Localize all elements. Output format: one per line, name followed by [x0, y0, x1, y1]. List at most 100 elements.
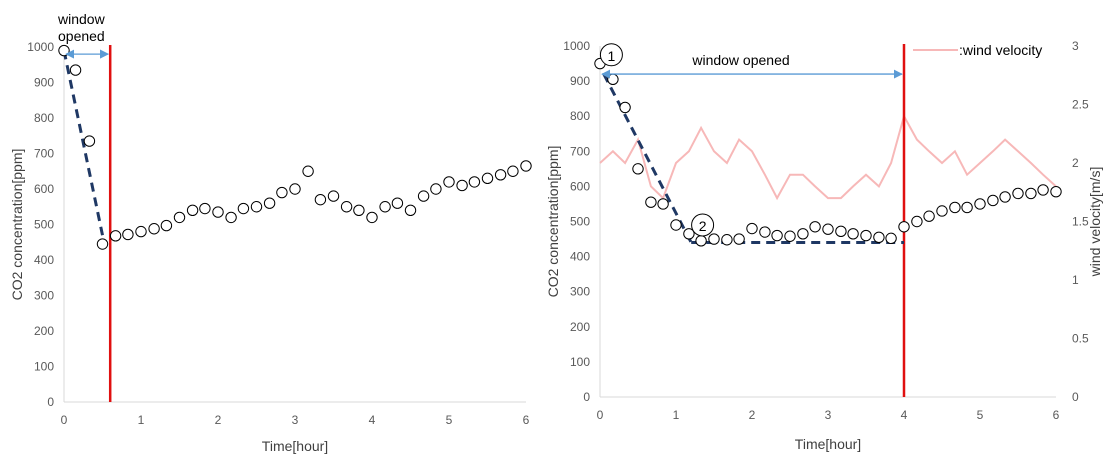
co2-data-point: [443, 176, 455, 188]
co2-data-point: [721, 234, 733, 246]
co2-data-point: [923, 210, 935, 222]
y2-tick-label: 1: [1072, 273, 1079, 287]
x-tick-label: 4: [369, 413, 376, 427]
co2-data-point: [417, 190, 430, 202]
y-tick-label: 300: [570, 285, 590, 299]
co2-data-point: [708, 233, 720, 245]
y-tick-label: 800: [34, 111, 54, 125]
co2-data-point: [670, 219, 682, 231]
x-tick-label: 4: [901, 408, 908, 422]
co2-data-point: [109, 230, 122, 242]
co2-data-point: [507, 165, 519, 177]
y2-tick-label: 0.5: [1072, 332, 1089, 346]
y-tick-label: 400: [34, 253, 54, 267]
step-marker-number: 2: [699, 218, 707, 234]
y-tick-label: 900: [34, 76, 54, 90]
co2-data-point: [430, 183, 442, 195]
co2-data-point: [404, 204, 417, 217]
co2-data-point: [353, 204, 365, 217]
co2-data-point: [999, 191, 1011, 203]
x-axis-title: Time[hour]: [262, 438, 328, 454]
y2-tick-label: 3: [1072, 39, 1079, 53]
y-tick-label: 0: [47, 395, 54, 409]
y2-axis-title: wind velocity[m/s]: [1087, 167, 1103, 278]
co2-data-point: [1037, 184, 1049, 196]
co2-data-point: [949, 201, 961, 214]
co2-data-point: [733, 233, 745, 245]
y-tick-label: 100: [34, 360, 54, 374]
trend-dashed-line: [602, 73, 693, 244]
co2-data-point: [263, 197, 276, 209]
co2-data-point: [173, 211, 186, 224]
co2-data-point: [468, 176, 481, 188]
wind-velocity-line: [599, 113, 1057, 201]
co2-data-point: [212, 206, 224, 218]
co2-data-point: [225, 211, 237, 224]
y-tick-label: 1000: [27, 40, 54, 54]
co2-data-point: [898, 221, 910, 233]
co2-data-point: [199, 202, 211, 215]
window-opened-label: window: [57, 11, 106, 27]
co2-data-point: [619, 101, 631, 114]
y-tick-label: 100: [570, 355, 590, 369]
window-opened-label: opened: [58, 28, 105, 44]
co2-data-point: [1025, 187, 1037, 200]
x-tick-label: 1: [138, 413, 145, 427]
co2-data-point: [695, 235, 707, 247]
co2-data-point: [759, 226, 771, 238]
co2-data-point: [771, 229, 783, 242]
y-tick-label: 700: [570, 144, 590, 158]
y-tick-label: 800: [570, 109, 590, 123]
co2-data-point: [69, 64, 82, 76]
x-tick-label: 6: [1053, 408, 1060, 422]
trend-dashed-line: [62, 50, 104, 236]
co2-data-point: [822, 223, 834, 235]
x-tick-label: 3: [292, 413, 299, 427]
y-tick-label: 900: [570, 74, 590, 88]
co2-data-point: [987, 194, 999, 207]
step-marker-circle: [599, 43, 623, 67]
co2-data-point: [784, 230, 796, 242]
co2-data-point: [835, 225, 847, 238]
co2-data-point: [607, 73, 619, 86]
co2-data-point: [302, 165, 314, 177]
co2-data-point: [847, 228, 859, 240]
legend-label: :wind velocity: [959, 42, 1042, 58]
co2-data-point: [148, 223, 160, 235]
co2-data-point: [873, 231, 885, 243]
co2-data-point: [632, 163, 644, 175]
co2-data-point: [961, 201, 973, 214]
co2-data-point: [276, 186, 288, 199]
co2-data-point: [936, 205, 948, 217]
x-tick-label: 3: [825, 408, 832, 422]
co2-data-point: [379, 201, 391, 213]
co2-data-point: [481, 172, 494, 185]
y2-tick-label: 2: [1072, 156, 1079, 170]
co2-data-point: [366, 211, 378, 224]
y-tick-label: 700: [34, 147, 54, 161]
y-tick-label: 500: [570, 215, 590, 229]
co2-data-point: [657, 198, 669, 210]
x-tick-label: 5: [446, 413, 453, 427]
x-axis-title: Time[hour]: [795, 436, 861, 452]
x-tick-label: 0: [597, 408, 604, 422]
co2-data-point: [809, 221, 821, 233]
y-tick-label: 500: [34, 218, 54, 232]
co2-data-point: [314, 193, 327, 206]
y-tick-label: 600: [34, 182, 54, 196]
x-tick-label: 2: [215, 413, 222, 427]
co2-data-point: [391, 197, 404, 209]
x-tick-label: 1: [673, 408, 680, 422]
co2-data-point: [1012, 187, 1024, 200]
y2-tick-label: 1.5: [1072, 215, 1089, 229]
co2-data-point: [974, 198, 986, 210]
co2-data-point: [494, 169, 507, 181]
window-opened-label: window opened: [691, 52, 789, 68]
x-tick-label: 5: [977, 408, 984, 422]
co2-data-point: [237, 202, 250, 215]
y-tick-label: 1000: [563, 39, 590, 53]
co2-data-point: [340, 201, 353, 213]
co2-data-point: [860, 229, 872, 242]
